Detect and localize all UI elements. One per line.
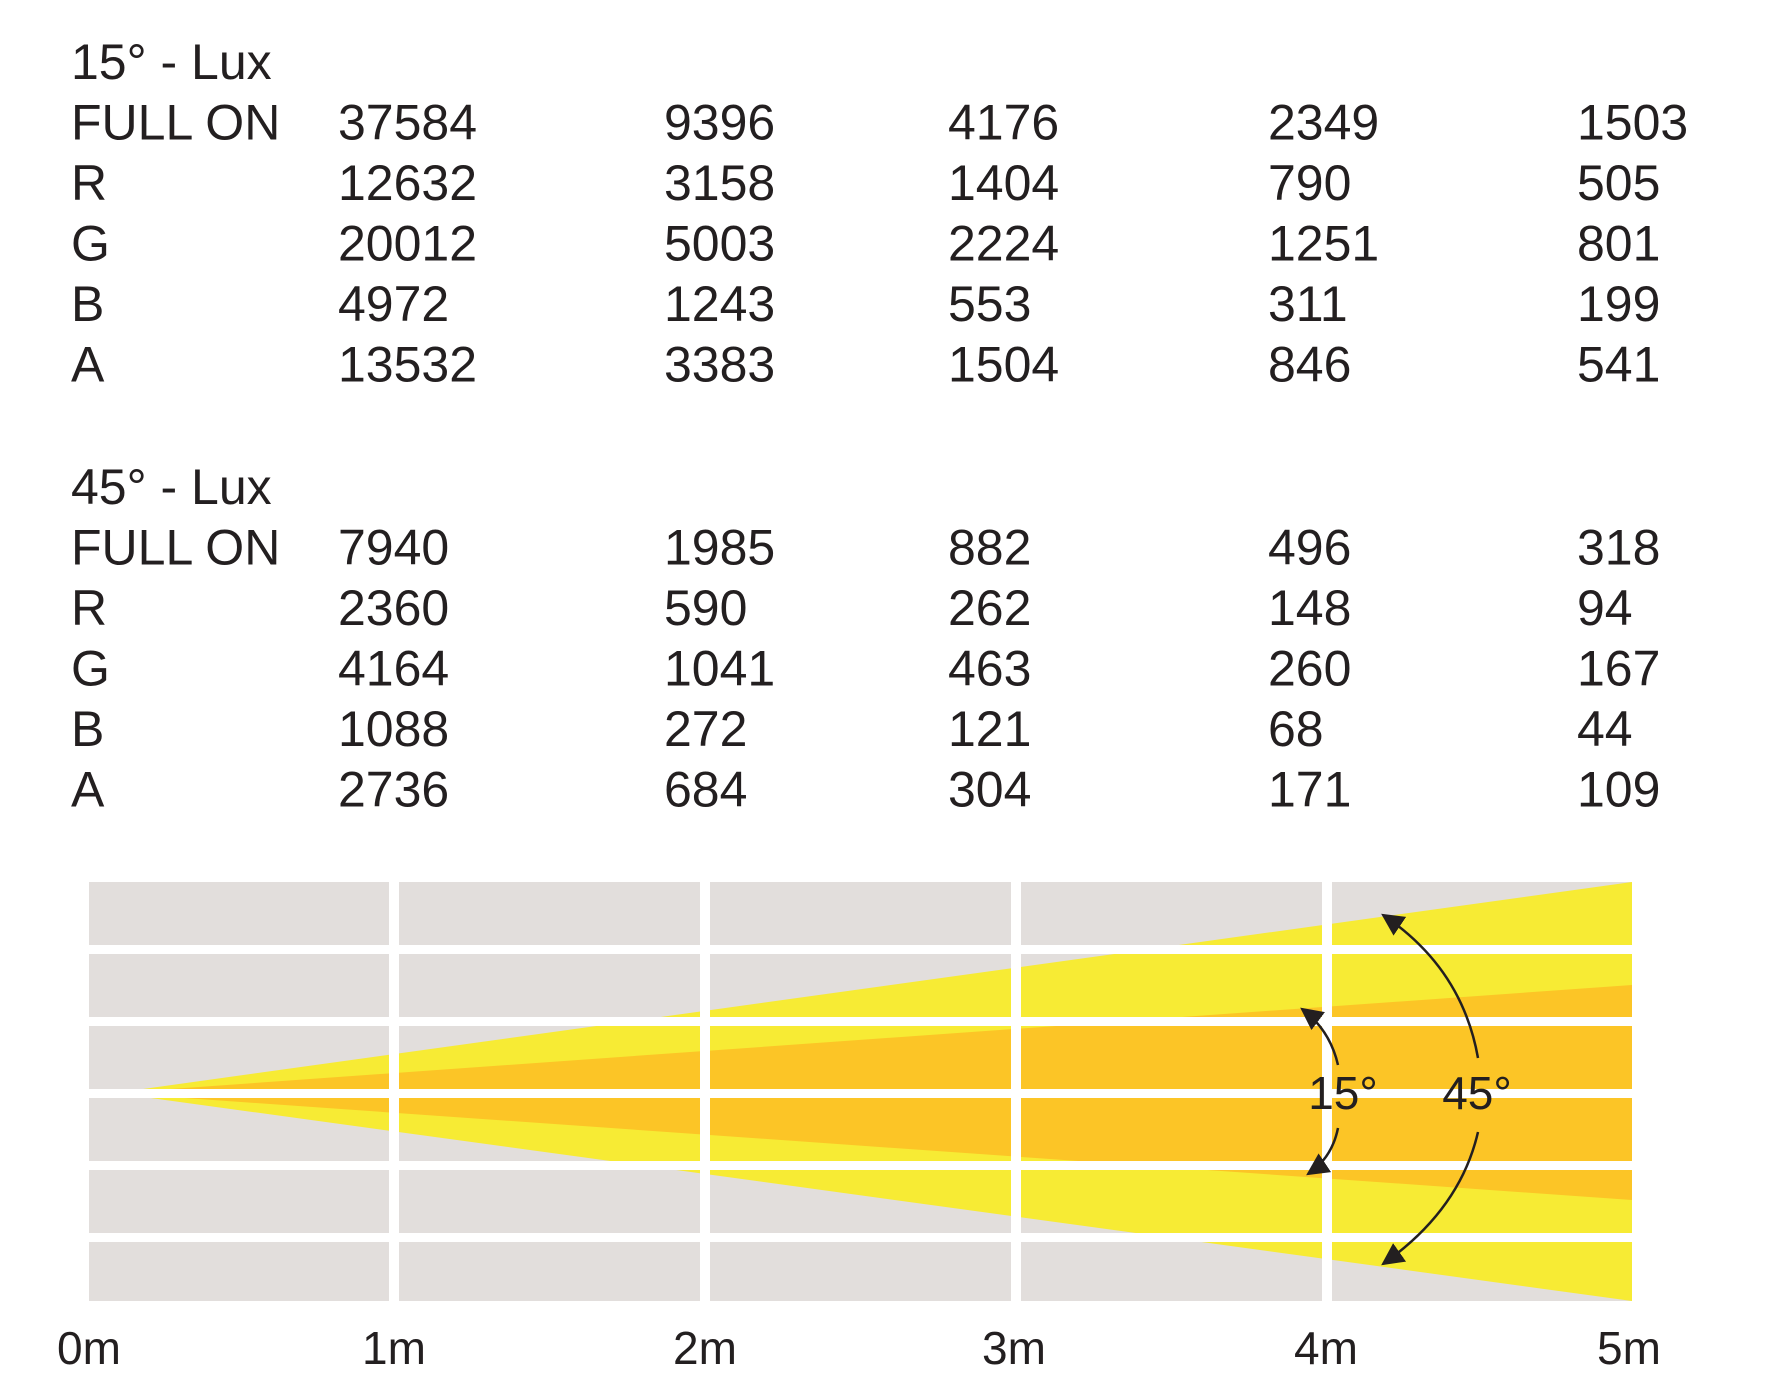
lux-value: 260 [1268,641,1351,697]
row-label: G [71,216,110,272]
row-label: R [71,155,107,211]
row-label: R [71,580,107,636]
grid-line [89,1017,1632,1026]
lux-value: 304 [948,762,1031,818]
row-label: A [71,337,105,393]
lux-value: 553 [948,276,1031,332]
lux-value: 1243 [664,276,775,332]
lux-value: 148 [1268,580,1351,636]
lux-value: 882 [948,520,1031,576]
lux-value: 4164 [338,641,449,697]
lux-value: 3383 [664,337,775,393]
row-label: B [71,276,104,332]
lux-value: 496 [1268,520,1351,576]
lux-value: 5003 [664,216,775,272]
lux-value: 4972 [338,276,449,332]
lux-value: 167 [1577,641,1660,697]
lux-value: 1503 [1577,95,1688,151]
lux-value: 4176 [948,95,1059,151]
row-label: G [71,641,110,697]
lux-value: 2360 [338,580,449,636]
lux-value: 463 [948,641,1031,697]
lux-value: 790 [1268,155,1351,211]
lux-value: 846 [1268,337,1351,393]
lux-value: 171 [1268,762,1351,818]
grid-lines [89,882,1632,1301]
lux-value: 311 [1268,276,1348,332]
lux-value: 109 [1577,762,1660,818]
lux-value: 121 [948,701,1031,757]
beam-diagram [89,882,1632,1301]
lux-value: 199 [1577,276,1660,332]
distance-label: 1m [362,1322,426,1374]
angle-label: 15° [1308,1067,1378,1119]
row-label: FULL ON [71,520,280,576]
lux-value: 684 [664,762,747,818]
lux-value: 318 [1577,520,1660,576]
lux-value: 1041 [664,641,775,697]
distance-label: 3m [982,1322,1046,1374]
lux-value: 505 [1577,155,1660,211]
arrow-45-down [1381,1131,1480,1266]
table-title: 45° - Lux [71,459,272,515]
lux-value: 9396 [664,95,775,151]
lux-value: 13532 [338,337,477,393]
lux-value: 1404 [948,155,1059,211]
grid-line [89,1089,1632,1098]
lux-value: 68 [1268,701,1324,757]
lux-value: 1504 [948,337,1059,393]
lux-value: 541 [1577,337,1660,393]
grid-line [89,1233,1632,1242]
lux-value: 262 [948,580,1031,636]
grid-line [89,945,1632,954]
arrow-15-down [1306,1127,1340,1176]
lux-value: 20012 [338,216,477,272]
lux-value: 7940 [338,520,449,576]
lux-value: 12632 [338,155,477,211]
lux-value: 37584 [338,95,477,151]
distance-label: 2m [673,1322,737,1374]
lux-value: 590 [664,580,747,636]
angle-label: 45° [1442,1067,1512,1119]
arrow-15-up [1300,1007,1340,1066]
lux-value: 801 [1577,216,1660,272]
lux-value: 1251 [1268,216,1379,272]
row-label: A [71,762,105,818]
lux-value: 2224 [948,216,1059,272]
lux-value: 1985 [664,520,775,576]
lux-value: 1088 [338,701,449,757]
lux-value: 2736 [338,762,449,818]
distance-label: 5m [1597,1322,1661,1374]
lux-value: 94 [1577,580,1633,636]
row-label: FULL ON [71,95,280,151]
lux-value: 44 [1577,701,1633,757]
arrow-45-up [1381,913,1480,1059]
row-label: B [71,701,104,757]
distance-label: 0m [57,1322,121,1374]
lux-value: 272 [664,701,747,757]
table-title: 15° - Lux [71,34,272,90]
lux-value: 3158 [664,155,775,211]
lux-value: 2349 [1268,95,1379,151]
grid-line [89,1161,1632,1170]
angle-arrows [1300,913,1480,1266]
distance-label: 4m [1294,1322,1358,1374]
